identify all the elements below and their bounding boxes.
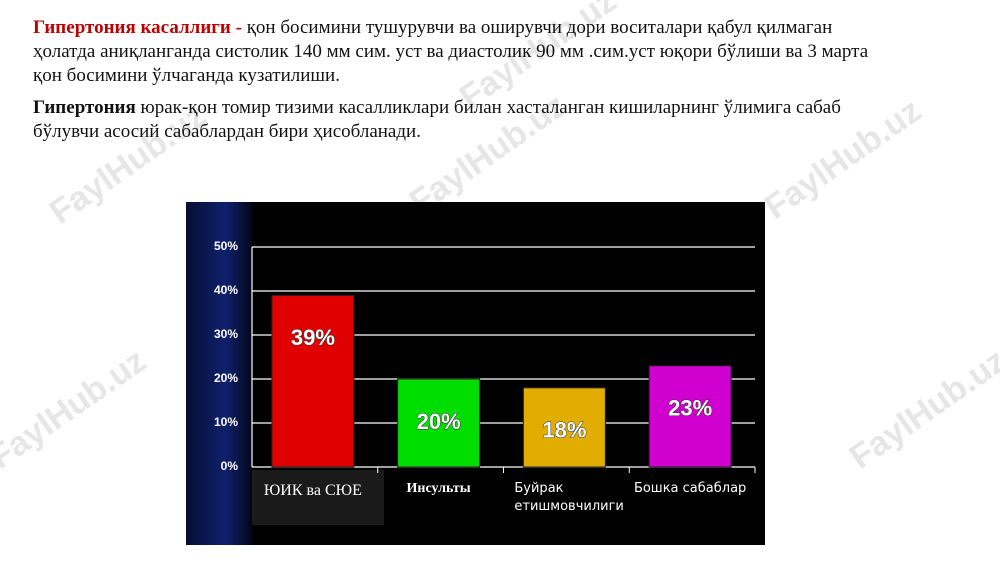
- bold-term: Гипертония касаллиги -: [33, 17, 242, 38]
- x-tick-label: Буйрак етишмовчилиги: [514, 481, 624, 514]
- x-tick-label: ЮИК ва СЮЕ: [263, 482, 362, 499]
- y-tick-label: 20%: [214, 371, 238, 385]
- y-tick-label: 30%: [214, 327, 238, 341]
- paragraph-line: Гипертония касаллиги - қон босимини тушу…: [33, 17, 832, 38]
- chart: 0% 10% 20% 30% 40% 50% 39% ЮИК ва СЮЕ 20% Инсульт…: [214, 239, 756, 514]
- y-tick-label: 50%: [214, 239, 238, 253]
- text: юрак-қон томир тизими касалликлари билан…: [141, 97, 841, 118]
- paragraph-line: Гипертония юрак-қон томир тизими касалли…: [33, 97, 841, 118]
- x-tick-label-box: ЮИК ва СЮЕ: [263, 482, 362, 499]
- paragraph-line: бўлувчи асосий сабаблардан бири ҳисоблан…: [33, 121, 421, 142]
- x-tick-label: Бошка сабаблар: [633, 481, 747, 496]
- value-label: 20%: [417, 409, 461, 434]
- value-label: 39%: [291, 325, 335, 350]
- bar: [271, 294, 355, 468]
- bar: [648, 365, 732, 468]
- paragraph-line: қон босимини ўлчаганда кузатилиши.: [33, 65, 340, 86]
- watermark: FaylHub.uz: [0, 341, 153, 476]
- text: қон босимини тушурувчи ва оширувчи дори …: [247, 17, 833, 38]
- x-tick-label: Инсульты: [406, 481, 471, 496]
- y-tick-label: 40%: [214, 283, 238, 297]
- x-tick-label-box: Инсульты: [406, 481, 471, 496]
- y-tick-label: 10%: [214, 415, 238, 429]
- watermark: FaylHub.uz: [843, 341, 1000, 476]
- value-label: 23%: [668, 396, 712, 421]
- value-label: 18%: [542, 418, 586, 443]
- x-tick-label-box: Буйрак етишмовчилиги: [514, 481, 624, 514]
- label-box: [252, 470, 384, 525]
- chart-side-decoration: [186, 202, 252, 545]
- bold-term: Гипертония: [33, 97, 136, 118]
- y-tick-label: 0%: [221, 459, 239, 473]
- x-tick-label-box: Бошка сабаблар: [633, 481, 747, 496]
- bar: [522, 387, 606, 468]
- paragraph-line: ҳолатда аниқланганда систолик 140 мм сим…: [33, 41, 869, 62]
- bar: [397, 378, 481, 468]
